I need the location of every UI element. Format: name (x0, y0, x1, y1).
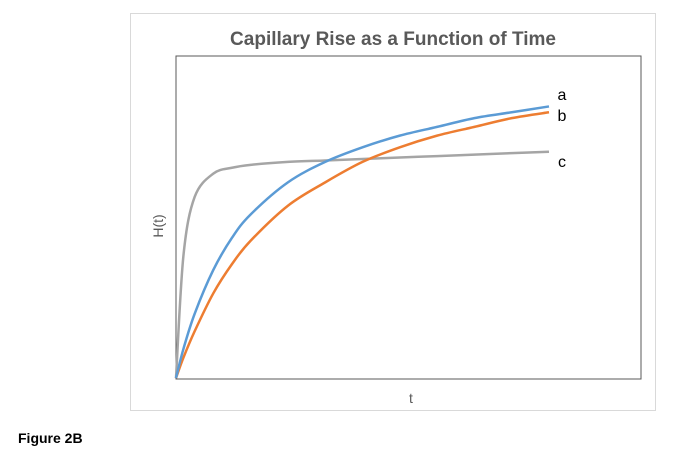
series-line-b (174, 111, 550, 379)
series-line-a (174, 105, 550, 379)
chart-frame (130, 13, 656, 411)
series-layer: ab c (174, 87, 567, 379)
series-label-a: a (558, 87, 567, 104)
series-label-b: b (558, 108, 567, 125)
series-label-c: c (558, 154, 566, 171)
x-axis-label: t (409, 390, 413, 406)
figure-caption: Figure 2B (18, 430, 83, 446)
series-line-c (174, 150, 550, 379)
chart-title: Capillary Rise as a Function of Time (230, 29, 556, 50)
plot-border (175, 55, 642, 380)
